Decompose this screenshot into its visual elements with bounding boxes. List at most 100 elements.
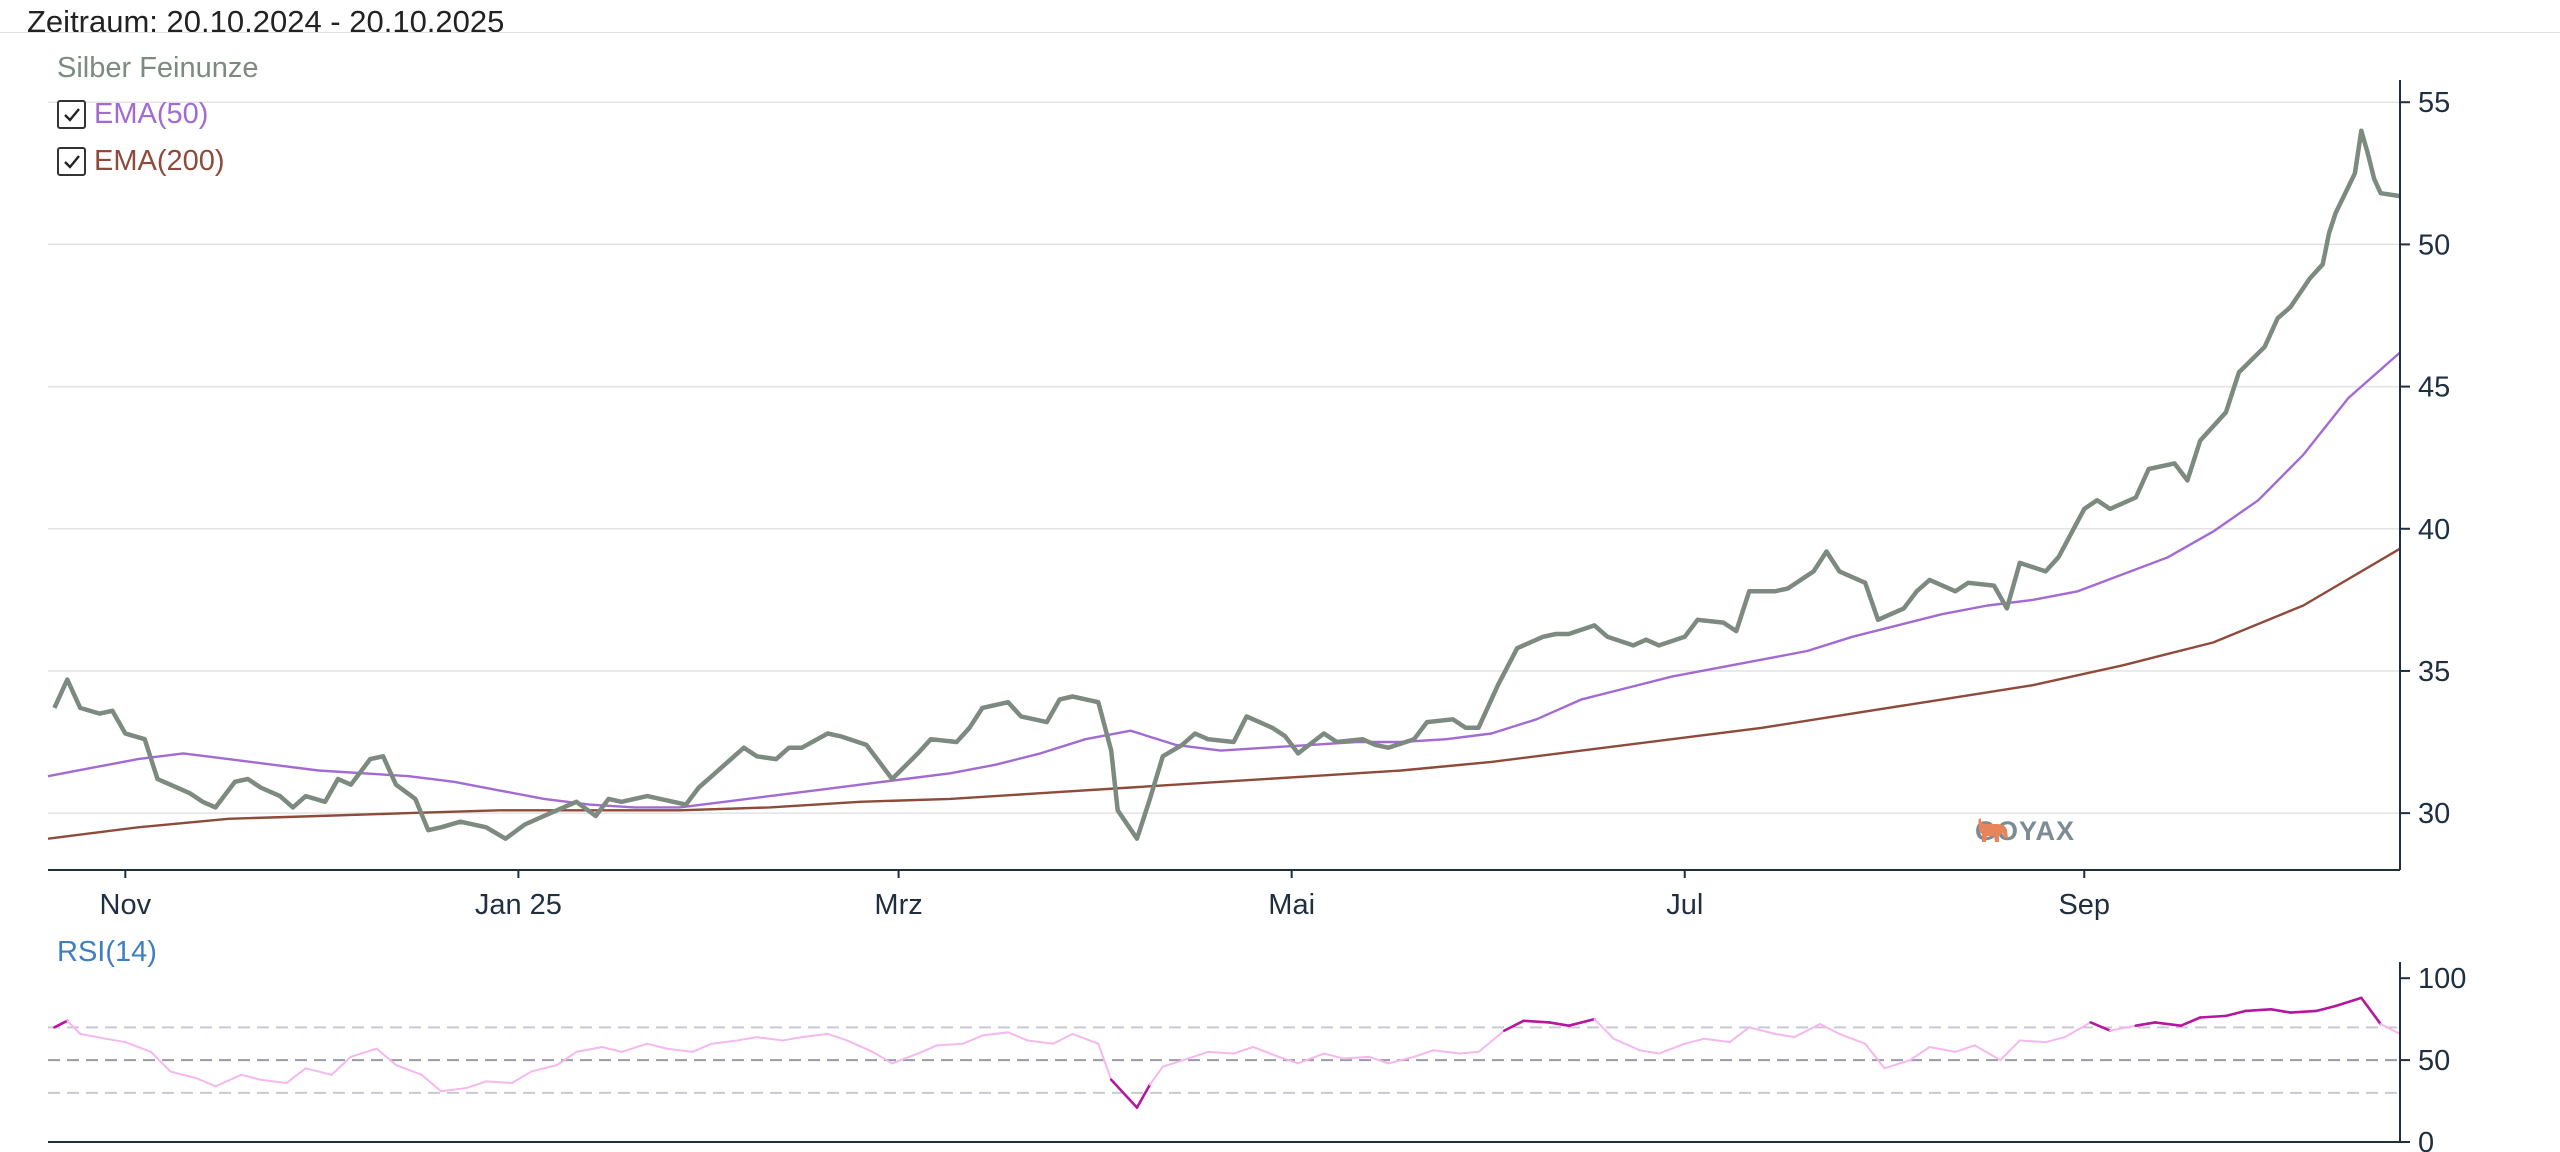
rsi-segment xyxy=(781,1036,803,1042)
rsi-segment xyxy=(1477,1029,1506,1053)
rsi-y-tick-label: 0 xyxy=(2418,1127,2434,1152)
main-axes: 30 35 40 45 50 55 Nov Jan 25 Mrz Mai Jul Sep xyxy=(48,80,2450,921)
rsi-segment xyxy=(1864,1042,1886,1070)
rsi-segment xyxy=(2269,1008,2292,1014)
y-tick-label: 45 xyxy=(2418,372,2450,404)
rsi-line-layer xyxy=(53,996,2401,1109)
rsi-segment xyxy=(1928,1045,1957,1053)
rsi-segment xyxy=(601,1045,623,1053)
rsi-segment xyxy=(169,1070,198,1080)
rsi-segment xyxy=(871,1050,894,1065)
rsi-segment xyxy=(1909,1045,1931,1062)
rsi-segment xyxy=(2360,996,2382,1026)
rsi-segment xyxy=(124,1041,153,1053)
rsi-y-tick-label: 100 xyxy=(2418,963,2466,995)
rsi-segment xyxy=(2044,1036,2066,1044)
rsi-segment xyxy=(1367,1055,1390,1065)
rsi-segment xyxy=(2289,1009,2318,1014)
rsi-segment xyxy=(846,1039,874,1053)
rsi-segment xyxy=(375,1047,397,1067)
bull-icon xyxy=(1978,818,2008,842)
rsi-segment xyxy=(1161,1057,1190,1068)
rsi-segment xyxy=(1773,1032,1796,1039)
rsi-segment xyxy=(485,1080,513,1085)
rsi-segment xyxy=(1206,1050,1235,1055)
rsi-segment xyxy=(1548,1021,1571,1027)
rsi-segment xyxy=(2198,1014,2228,1019)
rsi-segment xyxy=(1187,1050,1209,1060)
rsi-segment xyxy=(1683,1037,1706,1045)
price-line-layer xyxy=(52,128,2401,841)
rsi-segment xyxy=(1593,1018,1615,1040)
ema200-line-layer xyxy=(47,547,2401,840)
x-tick-label: Jul xyxy=(1666,889,1703,921)
rsi-segment xyxy=(710,1039,739,1045)
ema200-line xyxy=(47,547,2401,840)
rsi-segment xyxy=(79,1032,107,1040)
main-grid xyxy=(48,101,2400,814)
rsi-title: RSI(14) xyxy=(57,936,157,968)
rsi-segment xyxy=(1109,1078,1139,1109)
rsi-segment xyxy=(2314,1004,2337,1013)
rsi-segment xyxy=(1007,1031,1029,1042)
rsi-segment xyxy=(304,1067,333,1076)
rsi-segment xyxy=(962,1034,984,1045)
rsi-segment xyxy=(1748,1026,1776,1035)
rsi-segment xyxy=(420,1073,443,1093)
checkmark-icon xyxy=(63,107,80,122)
rsi-segment xyxy=(556,1050,578,1067)
rsi-segment xyxy=(2179,1016,2202,1027)
rsi-segment xyxy=(104,1037,127,1044)
ema200-toggle[interactable]: EMA(200) xyxy=(57,145,225,178)
rsi-segment xyxy=(826,1032,849,1042)
rsi-segment xyxy=(349,1047,378,1058)
rsi-segment xyxy=(2018,1039,2047,1044)
ema50-checkbox[interactable] xyxy=(57,100,86,129)
rsi-segment xyxy=(1413,1049,1435,1058)
rsi-segment xyxy=(510,1070,533,1085)
rsi-segment xyxy=(1232,1045,1254,1055)
rsi-segment xyxy=(2153,1021,2183,1027)
rsi-segment xyxy=(1342,1055,1370,1060)
rsi-segment xyxy=(1954,1044,1976,1053)
rsi-segment xyxy=(1026,1039,1055,1045)
ema50-label: EMA(50) xyxy=(94,98,209,130)
rsi-segment xyxy=(620,1042,649,1053)
y-tick-label: 50 xyxy=(2418,229,2450,261)
rsi-segment xyxy=(1387,1055,1416,1065)
rsi-segment xyxy=(1135,1083,1152,1109)
y-tick-label: 30 xyxy=(2418,798,2450,830)
y-tick-label: 35 xyxy=(2418,656,2450,688)
y-tick-label: 55 xyxy=(2418,87,2450,119)
rsi-segment xyxy=(530,1064,559,1073)
rsi-segment xyxy=(1999,1039,2021,1062)
rsi-segment xyxy=(1322,1052,1345,1060)
rsi-segment xyxy=(1793,1023,1822,1039)
rsi-segment xyxy=(800,1032,829,1039)
ema200-checkbox[interactable] xyxy=(57,147,86,176)
rsi-segment xyxy=(2379,1023,2401,1035)
checkmark-icon xyxy=(63,154,80,169)
rsi-segment xyxy=(2244,1008,2273,1013)
rsi-segment xyxy=(1148,1065,1164,1086)
ema50-toggle[interactable]: EMA(50) xyxy=(57,98,208,131)
rsi-segment xyxy=(1052,1032,1074,1045)
rsi-segment xyxy=(691,1042,713,1053)
rsi-segment xyxy=(1277,1055,1300,1065)
x-tick-label: Mrz xyxy=(874,889,922,921)
x-tick-label: Nov xyxy=(100,889,152,921)
rsi-segment xyxy=(214,1073,243,1088)
rsi-y-tick-label: 50 xyxy=(2418,1045,2450,1077)
rsi-segment xyxy=(981,1031,1010,1037)
rsi-segment xyxy=(1728,1026,1751,1044)
ema200-label: EMA(200) xyxy=(94,145,225,177)
rsi-axes: 0 50 100 xyxy=(48,962,2466,1152)
rsi-segment xyxy=(440,1086,468,1093)
rsi-segment xyxy=(755,1036,784,1042)
x-tick-label: Jan 25 xyxy=(475,889,562,921)
rsi-segment xyxy=(66,1019,82,1035)
instrument-label: Silber Feinunze xyxy=(57,52,259,84)
x-tick-label: Mai xyxy=(1268,889,1315,921)
rsi-grid xyxy=(48,1026,2400,1094)
